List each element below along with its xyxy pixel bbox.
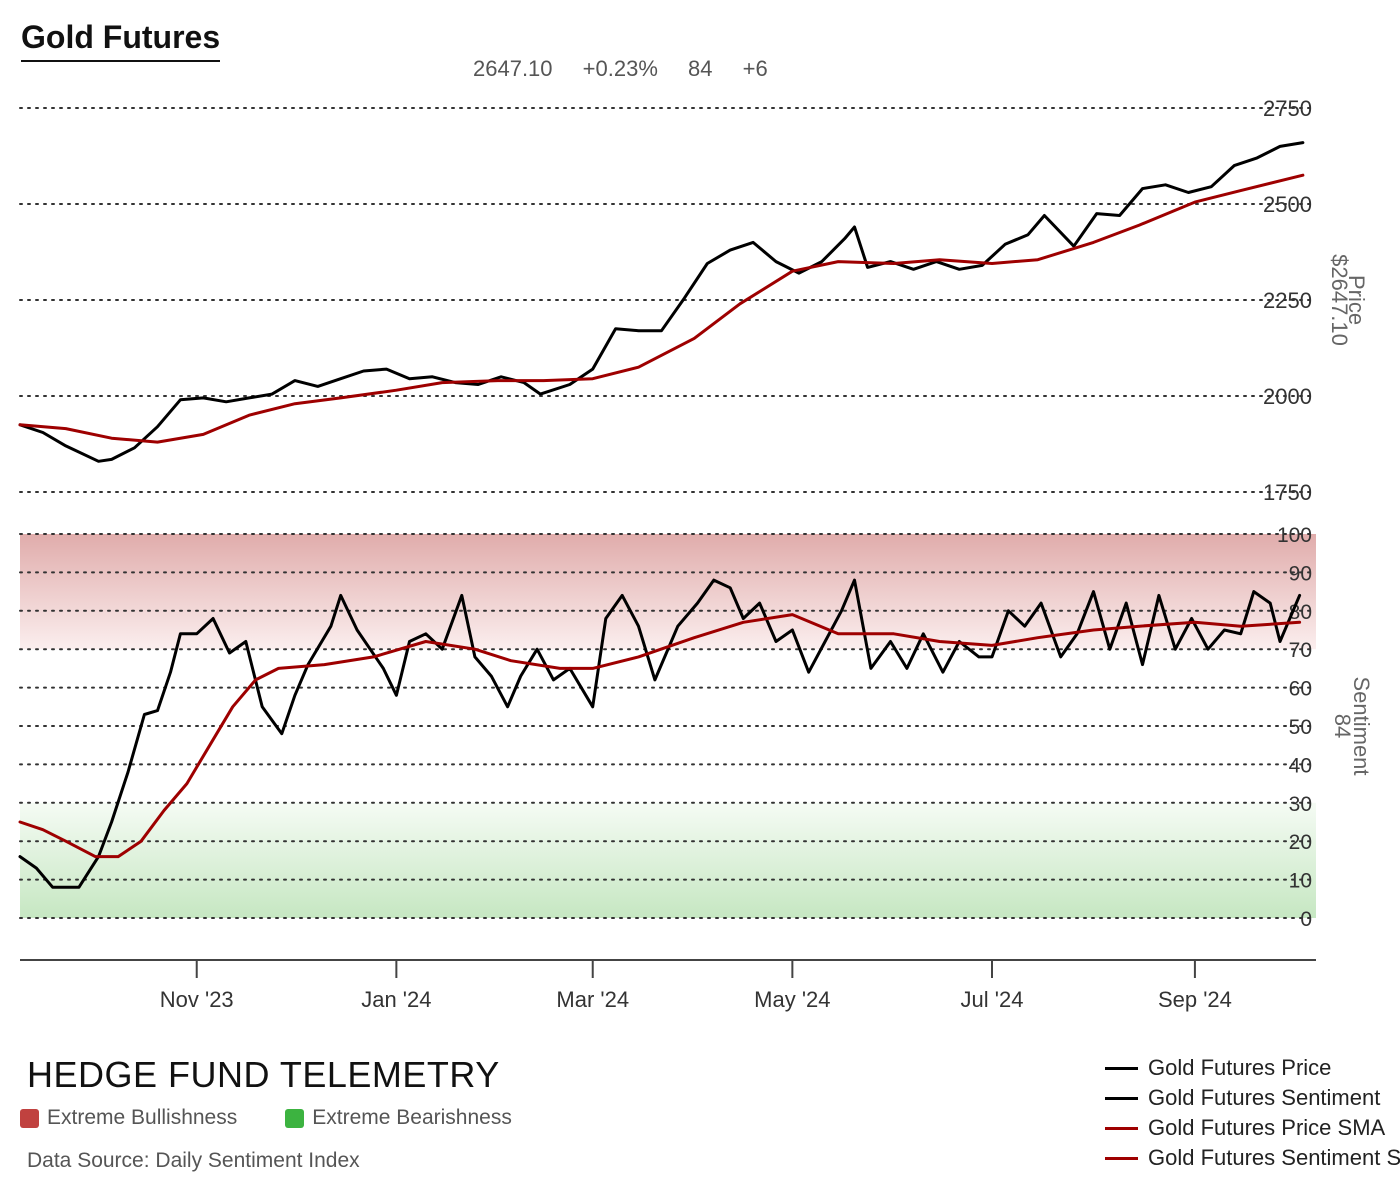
y-tick-label: 20 <box>1289 831 1312 854</box>
series-lines <box>18 141 1305 889</box>
chart-canvas: 1750200022502500275001020304050607080901… <box>18 96 1374 1012</box>
legend-label-sentiment-sma: Gold Futures Sentiment SMA <box>1148 1145 1400 1170</box>
y-tick-label: 2750 <box>1263 96 1312 121</box>
current-sentiment: 84 <box>688 56 713 81</box>
price-axis-value: $2647.10 <box>1327 254 1352 346</box>
y-tick-label: 50 <box>1289 716 1312 739</box>
x-tick-label: Jan '24 <box>361 987 431 1012</box>
current-price: 2647.10 <box>473 56 553 81</box>
chart-title: Gold Futures <box>21 18 221 62</box>
zone-key-bullish: Extreme Bullishness <box>20 1106 237 1130</box>
y-tick-labels: 1750200022502500275001020304050607080901… <box>1263 96 1312 931</box>
gold-futures-price-sma-line <box>18 173 1305 444</box>
gold-futures-sentiment-sma-line <box>18 613 1302 859</box>
legend: Gold Futures Price Gold Futures Sentimen… <box>1105 1053 1400 1173</box>
legend-swatch-price-sma <box>1105 1126 1138 1130</box>
bearish-swatch <box>285 1108 305 1128</box>
legend-item-sentiment[interactable]: Gold Futures Sentiment <box>1105 1083 1400 1113</box>
x-axis: Nov '23 Jan '24 Mar '24 May '24 Jul '24 Sep '… <box>20 959 1316 1012</box>
x-tick-label: Jul '24 <box>961 987 1024 1012</box>
legend-label-sentiment: Gold Futures Sentiment <box>1148 1085 1381 1110</box>
price-change: +0.23% <box>582 56 658 81</box>
brand-name: HEDGE FUND TELEMETRY <box>27 1054 500 1095</box>
legend-swatch-sentiment <box>1105 1096 1138 1100</box>
zone-key-bearish: Extreme Bearishness <box>285 1106 512 1130</box>
legend-item-sentiment-sma[interactable]: Gold Futures Sentiment SMA <box>1105 1143 1400 1173</box>
bullish-label: Extreme Bullishness <box>47 1106 238 1129</box>
legend-item-price-sma[interactable]: Gold Futures Price SMA <box>1105 1113 1400 1143</box>
x-tick-label: Nov '23 <box>160 987 234 1012</box>
y-tick-label: 100 <box>1277 524 1312 547</box>
x-tick-label: Mar '24 <box>556 987 629 1012</box>
y-tick-label: 60 <box>1289 678 1312 701</box>
legend-label-price-sma: Gold Futures Price SMA <box>1148 1115 1386 1140</box>
bearish-label: Extreme Bearishness <box>312 1106 512 1129</box>
y-tick-label: 10 <box>1289 870 1312 893</box>
bullish-swatch <box>20 1108 39 1128</box>
gold-futures-sentiment-line <box>18 578 1302 889</box>
legend-label-price: Gold Futures Price <box>1148 1055 1332 1080</box>
y-tick-label: 2500 <box>1263 192 1312 217</box>
grid-lines <box>19 107 1317 919</box>
y-tick-label: 40 <box>1289 754 1312 777</box>
data-source: Data Source: Daily Sentiment Index <box>27 1149 360 1172</box>
y-tick-label: 0 <box>1300 908 1312 931</box>
y-tick-label: 30 <box>1289 793 1312 816</box>
legend-swatch-price <box>1105 1066 1138 1070</box>
sentiment-change: +6 <box>742 56 768 81</box>
sentiment-axis-value: 84 <box>1330 714 1355 738</box>
bearish-zone-band <box>20 802 1316 918</box>
price-axis-label: Price <box>1344 275 1369 325</box>
y-tick-label: 1750 <box>1263 480 1312 505</box>
y-tick-label: 2000 <box>1263 384 1312 409</box>
gold-futures-price-line <box>18 141 1305 463</box>
zone-key: Extreme Bullishness Extreme Bearishness <box>20 1106 512 1130</box>
y-tick-label: 70 <box>1289 639 1312 662</box>
legend-item-price[interactable]: Gold Futures Price <box>1105 1053 1400 1083</box>
sentiment-axis-label: Sentiment <box>1349 676 1374 775</box>
x-tick-label: Sep '24 <box>1158 987 1232 1012</box>
y-tick-label: 90 <box>1289 562 1312 585</box>
y-tick-label: 2250 <box>1263 288 1312 313</box>
bullish-zone-band <box>20 534 1316 650</box>
x-tick-label: May '24 <box>754 987 830 1012</box>
price-stats: 2647.10 +0.23% 84 +6 <box>473 56 792 82</box>
legend-swatch-sentiment-sma <box>1105 1156 1138 1160</box>
